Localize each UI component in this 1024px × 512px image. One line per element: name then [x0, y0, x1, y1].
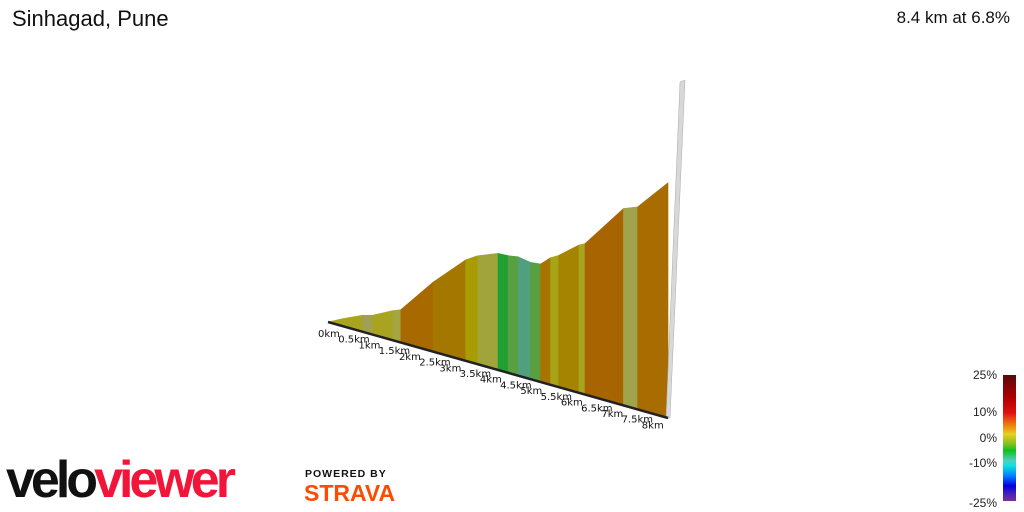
x-tick-label: 4.5km: [500, 380, 531, 391]
gradient-segment: [400, 281, 434, 353]
x-tick-label: 1km: [358, 340, 380, 351]
x-tick-label: 4km: [480, 375, 502, 386]
gradient-segment: [392, 309, 402, 343]
gradient-segment: [558, 244, 580, 394]
x-tick-label: 0.5km: [338, 335, 369, 346]
x-tick-label: 7.5km: [622, 415, 653, 426]
x-tick-label: 8km: [642, 420, 664, 431]
x-axis-tick-labels: 0km0.5km1km1.5km2km2.5km3km3.5km4km4.5km…: [318, 329, 664, 431]
gradient-segment: [623, 206, 638, 410]
legend-label-minus10: -10%: [968, 456, 997, 470]
x-tick-label: 5.5km: [541, 392, 572, 403]
legend-label-minus25: -25%: [968, 496, 997, 510]
x-tick-label: 6.5km: [581, 403, 612, 414]
route-title: Sinhagad, Pune: [12, 6, 169, 31]
x-tick-label: 1.5km: [379, 346, 410, 357]
legend-label-0: 0%: [979, 431, 997, 445]
gradient-legend-labels: 25% 10% 0% -10% -25%: [955, 368, 997, 510]
strava-logo[interactable]: STRAVA: [304, 480, 396, 506]
gradient-segment: [540, 257, 551, 386]
gradient-color-scale: [1003, 375, 1016, 501]
x-tick-label: 5km: [520, 386, 542, 397]
gradient-segment: [517, 256, 531, 380]
x-tick-label: 3.5km: [460, 369, 491, 380]
gradient-segment: [530, 261, 541, 383]
legend-label-10: 10%: [972, 405, 997, 419]
gradient-segment: [578, 243, 586, 395]
gradient-segment: [507, 255, 519, 377]
legend-label-25: 25%: [972, 368, 997, 382]
x-tick-label: 2.5km: [419, 358, 450, 369]
gradient-segment: [497, 253, 509, 374]
x-tick-label: 6km: [561, 398, 583, 409]
gradient-segment: [477, 253, 499, 371]
x-tick-label: 7km: [601, 409, 623, 420]
gradient-segment: [584, 207, 624, 406]
gradient-segment: [465, 255, 479, 365]
gradient-segment: [432, 259, 466, 362]
powered-by-label: POWERED BY: [305, 468, 387, 480]
gradient-segment: [637, 182, 669, 419]
veloviewer-logo[interactable]: veloviewer: [6, 451, 236, 509]
x-tick-label: 3km: [439, 363, 461, 374]
x-axis-line: [327, 320, 669, 420]
x-tick-label: 2km: [399, 352, 421, 363]
gradient-segment: [550, 254, 560, 388]
x-tick-label: 0km: [318, 329, 340, 340]
end-wall: [665, 79, 686, 419]
gradient-segments: [327, 182, 669, 419]
route-summary: 8.4 km at 6.8%: [896, 8, 1010, 27]
